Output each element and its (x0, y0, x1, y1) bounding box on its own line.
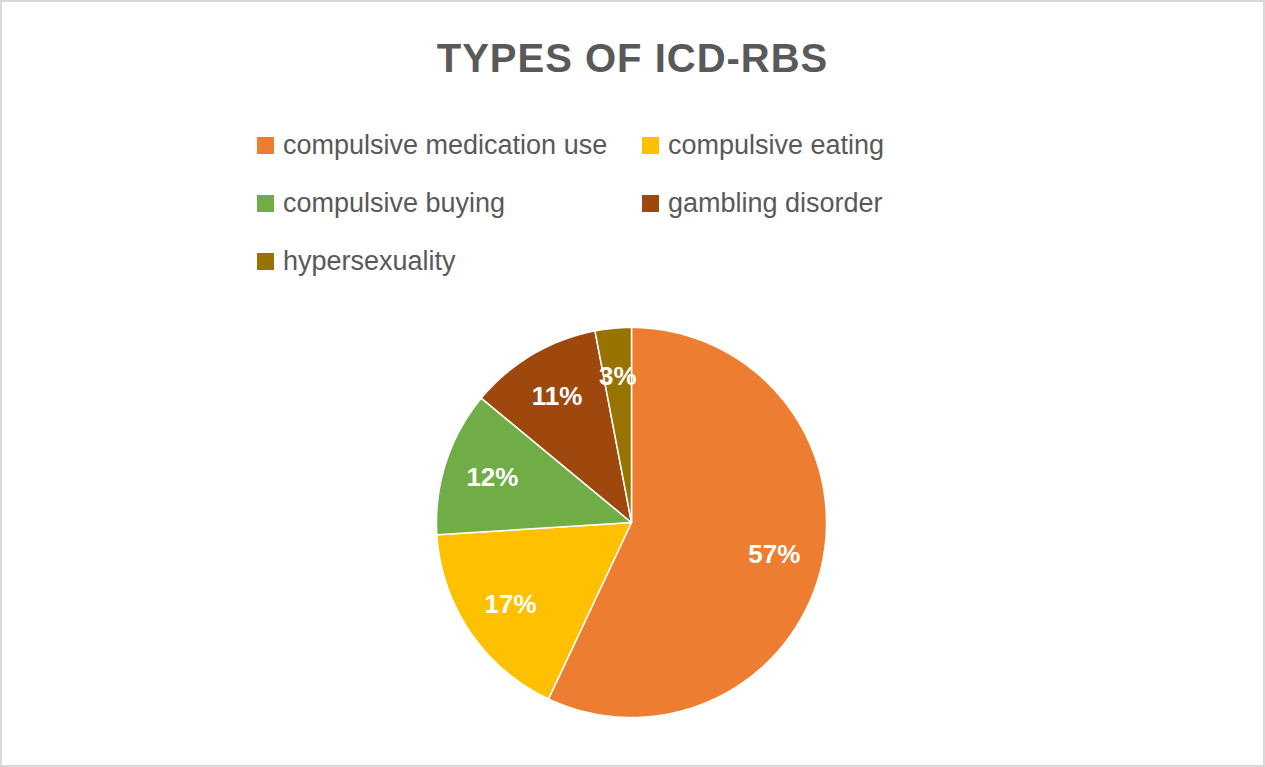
html-text:TYPES OF ICD-RBS: TYPES OF ICD-RBS (436, 36, 829, 80)
svg-text:12%: 12% (466, 462, 518, 492)
svg-text:11%: 11% (532, 381, 583, 411)
svg-text:3%: 3% (599, 361, 637, 391)
html-text:gambling disorder: gambling disorder (668, 188, 883, 218)
svg-text:57%: 57% (748, 539, 800, 569)
html-text:compulsive medication use: compulsive medication use (283, 130, 608, 160)
html-text:compulsive eating: compulsive eating (668, 130, 885, 160)
html-text:compulsive buying: compulsive buying (283, 188, 506, 218)
svg-text:17%: 17% (485, 589, 537, 619)
html-text:hypersexuality: hypersexuality (283, 246, 456, 276)
